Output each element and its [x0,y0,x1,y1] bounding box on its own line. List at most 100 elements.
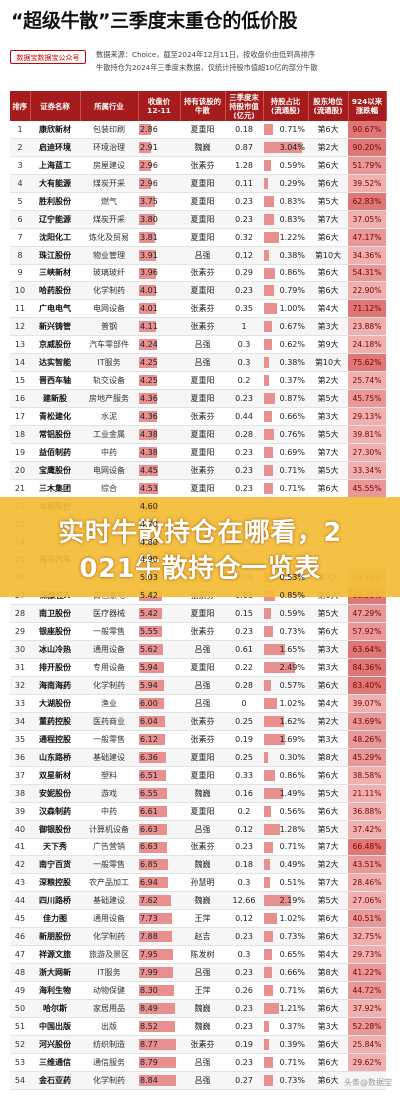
source-badge: 数据宝数据宝公众号 [10,50,86,64]
cell-rank: 44 [10,891,30,911]
cell-status: 第6大 [308,121,348,139]
cell-holder: 张素芬 [180,712,225,731]
pct-value: 2.49% [279,663,305,673]
cell-status: 第4大 [308,945,348,965]
cell-status: 第6大 [308,1035,348,1054]
pct-value: 0.79% [279,286,305,296]
cell-holder: 夏重阳 [180,228,225,247]
price-value: 8.30 [140,985,158,995]
price-bar [139,733,165,745]
price-value: 6.63 [140,842,158,852]
table-row: 39 汉森制药 中药 6.61 夏重阳 0.2 0.56% 第6大 36.88% [10,802,386,821]
cell-status: 第6大 [308,802,348,821]
cell-value: 0.3 [225,873,263,893]
cell-value: 0.3 [225,945,263,965]
table-row: 37 双星新材 塑料 6.51 夏重阳 0.33 0.86% 第6大 38.58% [10,766,386,785]
cell-price: 2.96 [138,156,180,175]
cell-gain: 71.12% [348,299,386,319]
cell-rank: 7 [10,228,30,247]
table-row: 40 御银股份 计算机设备 6.63 吕强 0.12 1.28% 第5大 37.42% [10,820,386,839]
cell-value: 0.12 [225,820,263,839]
cell-holder: 夏重阳 [180,192,225,211]
cell-rank: 28 [10,604,30,624]
pct-value: 0.57% [279,681,305,691]
cell-holder: 夏重阳 [180,281,225,301]
cell-pct: 0.66% [263,963,308,982]
price-value: 7.73 [140,914,158,924]
cell-price: 4.53 [138,479,180,498]
cell-gain: 37.05% [348,210,386,229]
price-value: 6.61 [140,806,158,816]
cell-gain: 36.88% [348,802,386,821]
table-row: 18 常铝股份 工业金属 4.38 夏重阳 0.28 0.76% 第5大 39.81% [10,425,386,444]
price-value: 6.00 [140,698,158,708]
pct-value: 0.62% [279,340,305,350]
cell-rank: 15 [10,371,30,391]
cell-holder: 吕强 [180,676,225,695]
cell-name: 新朋股份 [30,927,80,947]
cell-rank: 16 [10,389,30,408]
cell-gain: 48.26% [348,730,386,749]
cell-status: 第3大 [308,407,348,426]
price-bar [139,124,151,135]
cell-status: 第4大 [308,694,348,713]
table-row: 1 康欣新材 包装印刷 2.86 夏重阳 0.18 0.71% 第6大 90.67% [10,121,386,139]
table-row: 38 安妮股份 游戏 6.55 魏巍 0.16 1.49% 第5大 21.11% [10,784,386,803]
cell-status: 第4大 [308,299,348,319]
price-value: 5.94 [140,663,158,673]
cell-status: 第2大 [308,138,348,157]
cell-industry: 包装印刷 [80,121,138,139]
table-row: 51 中国出版 出版 8.52 魏巍 0.23 0.37% 第3大 52.28% [10,1017,386,1036]
cell-value: 0.3 [225,353,263,373]
cell-industry: 房地产服务 [80,389,138,408]
pct-value: 0.86% [279,268,305,278]
cell-status: 第6大 [308,999,348,1018]
cell-status: 第6大 [308,156,348,175]
cell-name: 南卫股份 [30,604,80,624]
pct-bar [264,877,270,889]
cell-price: 4.01 [138,281,180,301]
cell-gain: 37.92% [348,999,386,1018]
cell-value: 0.28 [225,425,263,444]
price-bar [139,411,157,422]
table-body: 1 康欣新材 包装印刷 2.86 夏重阳 0.18 0.71% 第6大 90.67% 2 启迪环境环… [10,121,386,1090]
cell-price: 7.99 [138,963,180,982]
cell-gain: 43.51% [348,855,386,875]
pct-value: 0.71% [279,985,305,995]
pct-value: 0.59% [279,160,305,170]
cell-rank: 50 [10,999,30,1018]
cell-status: 第8大 [308,748,348,767]
cell-gain: 90.67% [348,121,386,139]
cell-value: 0.23 [225,1017,263,1036]
cell-pct: 0.66% [263,407,308,426]
cell-name: 沈阳化工 [30,228,80,247]
cell-price: 4.25 [138,371,180,391]
cell-value: 0.11 [225,174,263,193]
cell-name: 汉森制药 [30,802,80,821]
price-value: 3.96 [140,268,158,278]
cell-industry: 基础建设 [80,748,138,767]
table-row: 30 冰山冷热 通用设备 5.62 吕强 0.61 1.65% 第3大 63.64% [10,640,386,660]
table-row: 53 三维通信 通信服务 8.79 吕强 0.23 0.71% 第6大 29.62% [10,1053,386,1072]
price-bar [139,841,167,853]
cell-price: 8.52 [138,1017,180,1036]
cell-holder: 夏重阳 [180,389,225,408]
cell-price: 8.77 [138,1035,180,1054]
table-row: 8 珠江股份 物业管理 3.91 吕强 0.12 0.38% 第10大 34.36% [10,246,386,265]
price-value: 3.81 [140,232,158,242]
cell-rank: 20 [10,461,30,480]
cell-name: 新兴铸管 [30,317,80,337]
cell-price: 6.36 [138,748,180,767]
pct-value: 0.37% [279,1021,305,1031]
pct-bar [264,393,275,405]
cell-gain: 33.34% [348,461,386,480]
cell-pct: 1.00% [263,299,308,319]
cell-rank: 48 [10,963,30,982]
cell-rank: 45 [10,909,30,929]
price-value: 3.75 [140,196,158,206]
cell-status: 第3大 [308,730,348,749]
cell-gain: 39.52% [348,174,386,193]
price-value: 6.94 [140,878,158,888]
cell-gain: 90.20% [348,138,386,157]
cell-rank: 9 [10,264,30,283]
